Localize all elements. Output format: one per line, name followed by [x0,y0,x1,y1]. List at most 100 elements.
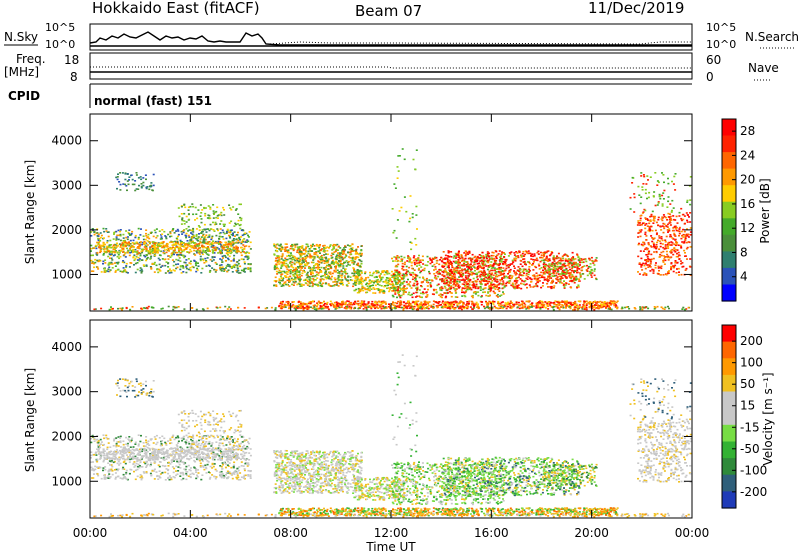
range-gate-cell [342,257,345,260]
range-gate-cell [450,262,453,264]
range-gate-cell [350,250,353,252]
range-gate-cell [533,274,536,276]
range-gate-cell [339,262,342,265]
range-gate-cell [98,237,101,240]
range-gate-cell [202,242,205,244]
range-gate-cell [493,259,496,262]
range-gate-cell [329,277,332,280]
range-gate-cell [145,249,148,251]
range-gate-cell [279,243,282,246]
range-gate-cell [532,286,535,288]
range-gate-cell [235,223,237,226]
range-gate-cell [318,245,321,247]
range-gate-cell [192,213,195,216]
range-gate-cell [102,262,104,265]
range-gate-cell [457,260,460,262]
range-gate-cell [233,249,236,251]
range-gate-cell [318,261,321,263]
range-gate-cell [514,274,517,276]
range-gate-cell [239,227,242,230]
range-gate-cell [550,268,553,270]
range-gate-cell [509,304,511,307]
range-gate-cell [473,305,476,307]
range-gate-cell [280,267,283,269]
range-gate-cell [526,252,529,254]
range-gate-cell [488,278,491,280]
range-gate-cell [445,295,448,298]
range-gate-cell [149,250,152,253]
range-gate-cell [488,280,491,283]
range-gate-cell [198,251,201,253]
range-gate-cell [464,275,467,277]
range-gate-cell [401,267,404,270]
range-gate-cell [399,296,402,299]
range-gate-cell [236,248,239,251]
range-gate-cell [388,306,391,309]
range-gate-cell [313,267,315,269]
range-gate-cell [519,278,522,280]
range-gate-cell [336,305,339,307]
range-gate-cell [103,248,106,250]
range-gate-cell [467,272,470,275]
range-gate-cell [446,292,449,294]
range-gate-cell [420,281,423,284]
range-gate-cell [360,289,363,291]
range-gate-cell [389,305,391,307]
range-gate-cell [316,262,319,265]
range-gate-cell [366,288,369,291]
range-gate-cell [443,262,446,264]
freq-tick-bottom: 8 [70,70,78,84]
range-gate-cell [532,305,535,307]
range-gate-cell [342,271,345,273]
range-gate-cell [344,261,347,264]
range-gate-cell [188,236,191,238]
range-gate-cell [548,275,551,278]
range-gate-cell [193,260,196,262]
range-gate-cell [373,276,376,279]
range-gate-cell [145,235,148,237]
range-gate-cell [533,261,535,263]
range-gate-cell [161,233,164,235]
range-gate-cell [506,276,509,279]
range-gate-cell [399,282,402,285]
range-gate-cell [501,278,503,280]
range-gate-cell [374,307,377,310]
range-gate-cell [280,277,283,280]
range-gate-cell [196,269,199,271]
range-gate-cell [474,280,477,282]
range-gate-cell [237,242,240,244]
range-gate-cell [315,243,318,246]
range-gate-cell [107,250,110,253]
range-gate-cell [571,257,573,259]
range-gate-cell [193,244,196,247]
range-gate-cell [164,258,167,260]
range-gate-cell [362,304,365,307]
range-gate-cell [185,228,188,230]
range-gate-cell [391,280,394,283]
range-gate-cell [318,301,321,304]
range-gate-cell [524,304,527,306]
range-gate-cell [296,249,299,252]
range-gate-cell [308,248,311,250]
range-gate-cell [382,292,385,294]
range-gate-cell [243,262,246,265]
range-gate-cell [465,264,468,266]
range-gate-cell [317,285,320,287]
range-gate-cell [197,265,200,267]
range-gate-cell [396,296,398,299]
range-gate-cell [574,270,576,273]
range-gate-cell [121,261,124,263]
range-gate-cell [349,306,352,308]
range-gate-cell [383,280,386,283]
range-gate-cell [125,230,128,232]
cpid-label: CPID [8,89,40,103]
range-gate-cell [562,257,564,260]
range-gate-cell [282,300,284,303]
range-gate-cell [214,261,217,264]
range-gate-cell [499,305,502,307]
range-gate-cell [416,262,419,264]
range-gate-cell [281,261,284,264]
range-gate-cell [448,251,450,253]
range-gate-cell [421,269,424,271]
range-gate-cell [125,185,128,187]
